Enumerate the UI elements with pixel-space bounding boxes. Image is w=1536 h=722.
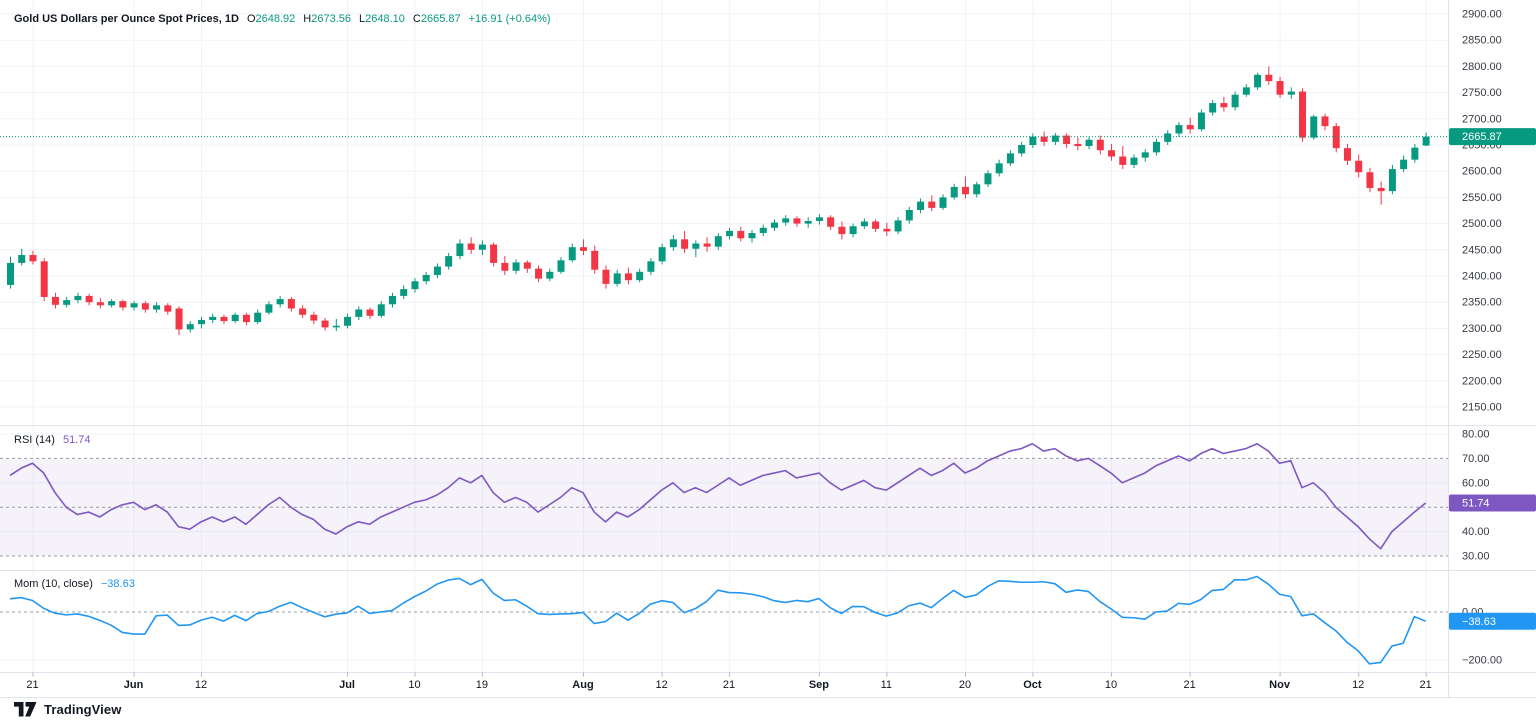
price-tick-label: 2400.00 [1462,271,1502,283]
svg-text:51.74: 51.74 [1462,497,1490,509]
price-tick-label: 2450.00 [1462,244,1502,256]
rsi-title: RSI (14) [14,434,55,446]
high-value: 2673.56 [311,13,351,25]
grid-layer [0,0,1448,672]
low-key: L [359,13,366,25]
time-tick-label: 21 [723,679,735,691]
rsi-tick-label: 80.00 [1462,429,1490,441]
open-value: 2648.92 [255,13,296,25]
time-tick-label: Sep [809,679,829,691]
momentum-value: −38.63 [100,578,135,590]
candles-series[interactable] [7,66,1430,336]
momentum-pane[interactable] [0,575,1448,665]
time-tick-label: Aug [572,679,593,691]
rsi-tick-label: 60.00 [1462,477,1490,489]
tradingview-brand[interactable]: TradingView [44,702,122,717]
close-value: 2665.87 [420,13,461,25]
price-tick-label: 2500.00 [1462,218,1502,230]
price-tick-label: 2900.00 [1462,9,1502,21]
price-tick-label: 2300.00 [1462,323,1502,335]
price-tick-label: 2600.00 [1462,166,1502,178]
time-tick-label: 12 [656,679,668,691]
price-tick-label: 2150.00 [1462,402,1502,414]
price-tick-label: 2700.00 [1462,113,1502,125]
rsi-tick-label: 70.00 [1462,453,1490,465]
close-key: C [412,13,421,25]
price-tick-label: 2350.00 [1462,297,1502,309]
time-tick-label: Oct [1023,679,1042,691]
price-tick-label: 2800.00 [1462,61,1502,73]
time-tick-label: 21 [1419,679,1431,691]
time-tick-label: Jul [339,679,355,691]
time-tick-label: 19 [476,679,488,691]
rsi-line [9,442,1427,550]
momentum-line [9,575,1426,665]
price-badge: 2665.87 [1449,128,1536,146]
change-value: +16.91 (+0.64%) [468,13,551,25]
time-tick-label: 12 [1352,679,1364,691]
symbol-title: Gold US Dollars per Ounce Spot Prices, 1… [14,13,239,25]
time-tick-label: 21 [1184,679,1196,691]
footer-bar: TradingView [0,697,1536,721]
rsi-badge: 51.74 [1449,494,1536,512]
time-tick-label: 10 [408,679,420,691]
svg-text:−38.63: −38.63 [1462,616,1496,628]
time-tick-label: 21 [26,679,38,691]
price-tick-label: 2250.00 [1462,349,1502,361]
price-tick-label: 2850.00 [1462,35,1502,47]
time-tick-label: 12 [195,679,207,691]
time-tick-label: 11 [881,679,892,691]
price-tick-label: 2750.00 [1462,87,1502,99]
rsi-tick-label: 40.00 [1462,526,1490,538]
rsi-legend[interactable]: RSI (14) 51.74 [14,433,91,447]
open-key: O [246,13,256,25]
rsi-pane[interactable] [0,442,1448,557]
symbol-legend[interactable]: Gold US Dollars per Ounce Spot Prices, 1… [14,12,551,26]
svg-text:2665.87: 2665.87 [1462,131,1502,143]
low-value: 2648.10 [365,13,405,25]
momentum-legend[interactable]: Mom (10, close) −38.63 [14,577,135,591]
momentum-badge: −38.63 [1449,612,1536,630]
time-tick-label: 20 [959,679,971,691]
rsi-tick-label: 30.00 [1462,551,1490,563]
momentum-tick-label: −200.00 [1462,655,1502,667]
price-tick-label: 2200.00 [1462,375,1502,387]
high-key: H [303,13,312,25]
time-tick-label: 10 [1105,679,1117,691]
tradingview-logo-icon[interactable] [14,702,37,717]
time-tick-label: Nov [1269,679,1291,691]
rsi-value: 51.74 [62,434,91,446]
time-tick-label: Jun [124,679,144,691]
price-tick-label: 2550.00 [1462,192,1502,204]
time-axis[interactable]: 21 Jun 12 Jul 10 19 Aug 12 21 Sep 11 20 Oct 10 21 Nov 12… [26,672,1432,692]
price-axis[interactable]: 2900.002850.002800.002750.002700.002650.… [1462,9,1502,667]
momentum-title: Mom (10, close) [14,578,93,590]
